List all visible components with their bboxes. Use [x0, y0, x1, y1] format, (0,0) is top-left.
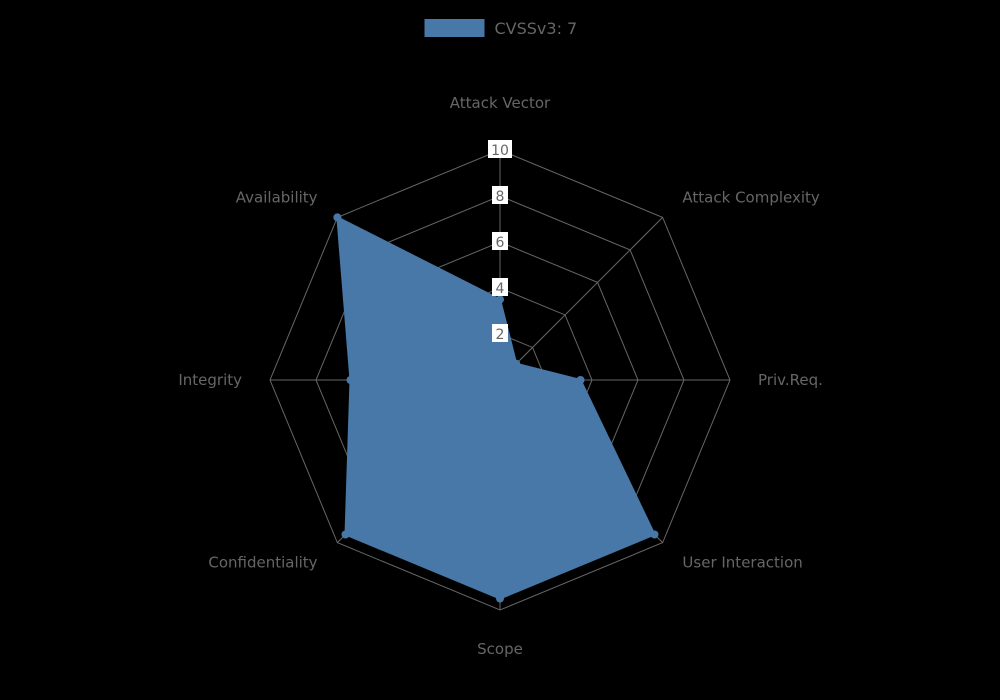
axis-label: User Interaction	[682, 553, 802, 571]
series-marker	[341, 531, 349, 539]
legend-swatch	[425, 19, 485, 37]
axis-label: Priv.Req.	[758, 371, 823, 389]
legend-label: CVSSv3: 7	[495, 19, 578, 38]
tick-label: 8	[496, 189, 505, 205]
series-marker	[333, 213, 341, 221]
series-marker	[577, 376, 585, 384]
radar-chart-container: 2 4 6 8 10 Attack Vector Attack Complexity Priv…	[0, 0, 1000, 700]
axis-label: Attack Vector	[450, 94, 551, 112]
tick-label: 6	[496, 235, 505, 251]
axis-label: Availability	[236, 189, 318, 207]
series-marker	[496, 595, 504, 603]
tick-label: 2	[496, 327, 505, 343]
axis-label: Attack Complexity	[682, 189, 819, 207]
tick-label: 4	[496, 281, 505, 297]
axis-label: Scope	[477, 640, 523, 658]
axis-label: Integrity	[178, 371, 242, 389]
series-marker	[347, 376, 355, 384]
series-marker	[512, 360, 520, 368]
series-marker	[651, 531, 659, 539]
tick-label: 10	[491, 143, 509, 159]
radar-chart-svg: 2 4 6 8 10 Attack Vector Attack Complexity Priv…	[0, 0, 1000, 700]
axis-label: Confidentiality	[208, 553, 317, 571]
